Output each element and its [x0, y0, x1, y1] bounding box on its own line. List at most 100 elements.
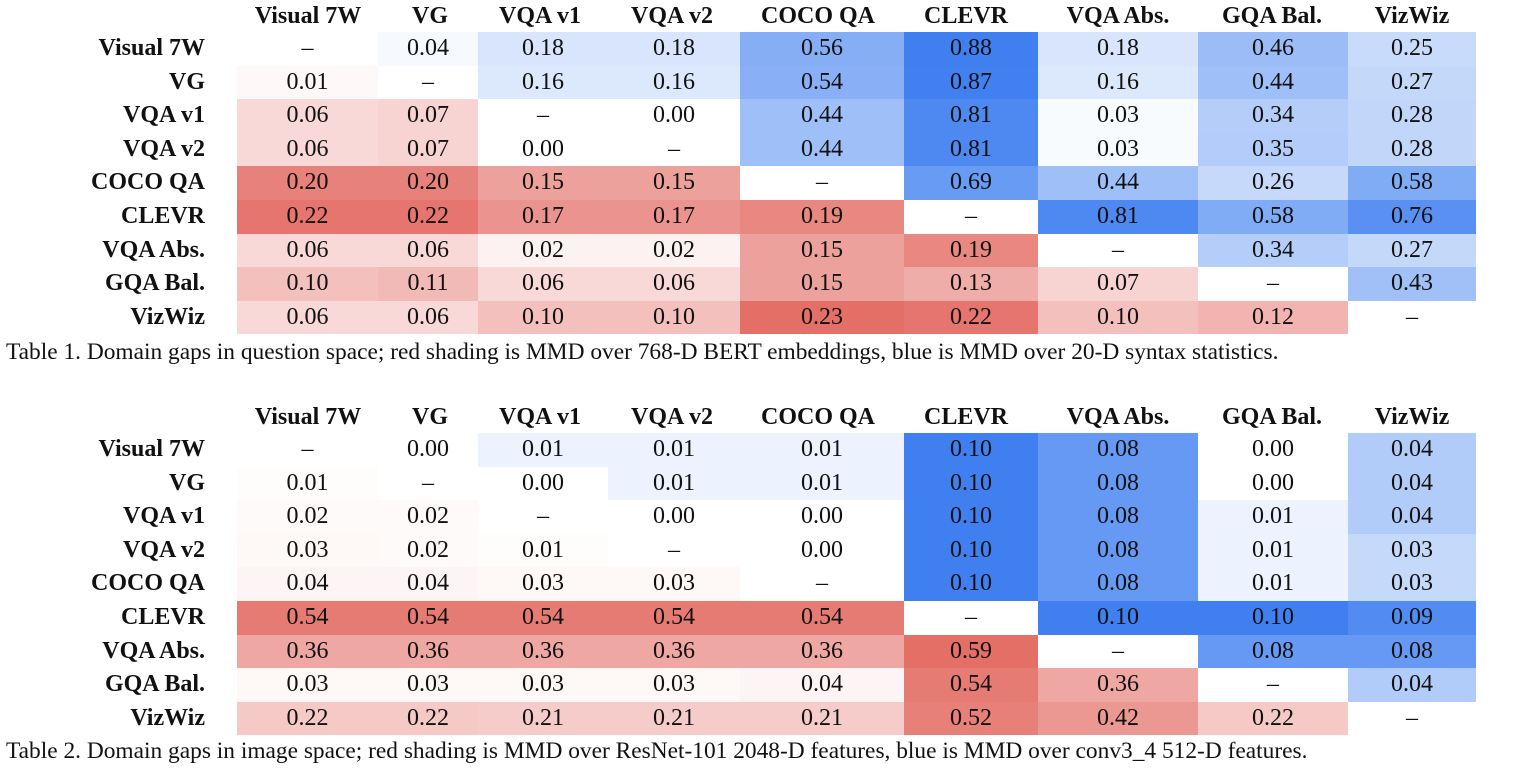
table-cell: 0.08 — [1038, 567, 1198, 601]
table-cell: 0.36 — [237, 634, 378, 669]
table-cell: 0.01 — [1198, 567, 1348, 601]
table-cell: 0.36 — [608, 634, 740, 669]
table-row: VQA v1 0.02 0.02–0.00 0.00 0.10 0.08 0.01 0.04 — [0, 500, 1533, 534]
table-header-row: Visual 7W VG VQA v1 VQA v2 COCO QA CLEVR VQA A… — [0, 401, 1533, 435]
column-header: VG — [412, 3, 448, 29]
table-cell: 0.26 — [1198, 166, 1348, 200]
row-label: CLEVR — [120, 203, 205, 229]
table-cell: 0.04 — [740, 668, 904, 702]
column-header: COCO QA — [761, 404, 875, 430]
table-cell: 0.87 — [904, 65, 1038, 100]
table-cell: 0.44 — [1198, 65, 1348, 100]
table-cell: 0.03 — [478, 567, 608, 601]
table-cell: – — [668, 135, 680, 162]
table-cell: – — [965, 203, 977, 229]
column-header: VQA v2 — [630, 404, 713, 430]
table-cell: – — [668, 536, 680, 563]
table-row: Visual 7W –0.00 0.01 0.01 0.01 0.10 0.08 0.00 0.… — [0, 433, 1533, 467]
table-cell: 0.19 — [904, 233, 1038, 268]
table-row: VQA Abs. 0.06 0.06 0.02 0.02 0.15 0.19–0.34 0.2… — [0, 233, 1533, 268]
table-cell: – — [816, 570, 828, 597]
table-cell: 0.06 — [378, 233, 478, 268]
table-cell: 0.15 — [740, 233, 904, 268]
table-cell: 0.15 — [740, 267, 904, 301]
table-cell: 0.16 — [1038, 65, 1198, 100]
row-label: VQA v1 — [122, 102, 205, 129]
table-cell: 0.10 — [1038, 300, 1198, 335]
table-row: VG 0.01–0.00 0.01 0.01 0.10 0.08 0.00 0.04 — [0, 466, 1533, 501]
table-cell: 0.03 — [1348, 533, 1476, 568]
row-label: GQA Bal. — [104, 270, 205, 297]
table-cell: 0.18 — [1038, 32, 1198, 66]
table-cell: 0.03 — [1348, 567, 1476, 601]
table-cell: 0.08 — [1038, 433, 1198, 467]
column-header: VQA v1 — [498, 404, 581, 430]
table-cell: 0.08 — [1038, 533, 1198, 568]
table-cell: – — [965, 604, 977, 630]
table-cell: 0.03 — [237, 533, 378, 568]
table-cell: 0.01 — [237, 65, 378, 100]
column-header: CLEVR — [923, 3, 1008, 29]
row-label: VQA Abs. — [102, 236, 205, 263]
row-label: VizWiz — [130, 704, 205, 731]
table-cell: 0.36 — [740, 634, 904, 669]
table-cell: 0.02 — [378, 533, 478, 568]
table-cell: 0.58 — [1348, 166, 1476, 200]
table-cell: 0.15 — [608, 166, 740, 200]
table-cell: 0.44 — [740, 132, 904, 167]
table-cell: 0.15 — [478, 166, 608, 200]
table-cell: 0.01 — [608, 466, 740, 501]
table-cell: – — [537, 503, 549, 530]
table-cell: 0.10 — [904, 433, 1038, 467]
table-cell: 0.07 — [378, 132, 478, 167]
table-cell: 0.03 — [608, 668, 740, 702]
table-cell: 0.08 — [1198, 634, 1348, 669]
table-cell: 0.36 — [1038, 668, 1198, 702]
table-cell: 0.08 — [1348, 634, 1476, 669]
column-header: VQA v2 — [630, 3, 713, 29]
table-row: VG 0.01–0.16 0.16 0.54 0.87 0.16 0.44 0.27 — [0, 65, 1533, 100]
table-cell: 0.12 — [1198, 300, 1348, 335]
table-1: Visual 7W VG VQA v1 VQA v2 COCO QA CLEVR VQA A… — [0, 0, 1533, 338]
table-cell: 0.01 — [740, 466, 904, 501]
table-row: Visual 7W –0.04 0.18 0.18 0.56 0.88 0.18 0.46 0.… — [0, 32, 1533, 66]
table-cell: 0.00 — [1198, 433, 1348, 467]
table-cell: 0.10 — [1198, 601, 1348, 635]
table-cell: 0.06 — [478, 267, 608, 301]
table-row: VQA v2 0.03 0.02 0.01–0.00 0.10 0.08 0.01 0.03 — [0, 533, 1533, 568]
table-cell: 0.04 — [1348, 433, 1476, 467]
table-cell: 0.00 — [1198, 466, 1348, 501]
table-row: CLEVR 0.22 0.22 0.17 0.17 0.19–0.81 0.58 0.76 — [0, 200, 1533, 234]
table-cell: 0.22 — [378, 701, 478, 736]
table-cell: 0.54 — [378, 601, 478, 635]
row-label: VQA Abs. — [102, 637, 205, 664]
table-cell: 0.36 — [478, 634, 608, 669]
table-cell: 0.54 — [740, 601, 904, 635]
table-cell: 0.54 — [478, 601, 608, 635]
table-cell: 0.00 — [478, 466, 608, 501]
table-cell: 0.01 — [478, 533, 608, 568]
table-cell: 0.59 — [904, 634, 1038, 669]
table-cell: 0.06 — [237, 233, 378, 268]
table-cell: 0.54 — [237, 601, 378, 635]
table-row: GQA Bal. 0.10 0.11 0.06 0.06 0.15 0.13 0.07–0.4… — [0, 267, 1533, 301]
row-label: VG — [169, 68, 205, 95]
table-cell: 0.00 — [378, 433, 478, 467]
row-label: CLEVR — [120, 604, 205, 630]
table-cell: 0.27 — [1348, 65, 1476, 100]
table-cell: 0.19 — [740, 200, 904, 234]
table-cell: 0.46 — [1198, 32, 1348, 66]
table-cell: 0.06 — [237, 300, 378, 335]
table-cell: 0.21 — [740, 701, 904, 736]
table-cell: 0.08 — [1038, 500, 1198, 534]
table-cell: – — [1406, 303, 1418, 330]
table-cell: 0.02 — [378, 500, 478, 534]
table-cell: 0.69 — [904, 166, 1038, 200]
table-cell: 0.81 — [904, 132, 1038, 167]
table-cell: 0.88 — [904, 32, 1038, 66]
table-cell: 0.01 — [478, 433, 608, 467]
table-row: VQA v1 0.06 0.07 – 0.00 0.44 0.81 0.03 0.34 0.28 — [0, 99, 1533, 133]
table-cell: 0.06 — [378, 300, 478, 335]
table-cell: 0.34 — [1198, 99, 1348, 133]
table-cell: – — [816, 169, 828, 196]
